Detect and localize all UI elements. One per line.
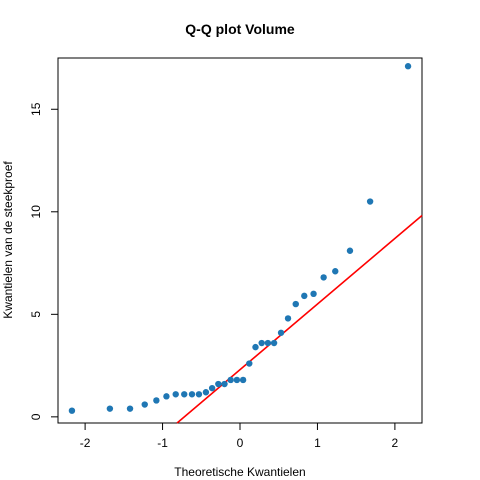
data-point [284, 315, 292, 322]
data-point [221, 380, 228, 388]
data-points [68, 63, 412, 414]
data-point [277, 329, 285, 336]
data-point [320, 274, 327, 281]
x-tick-label: 2 [392, 436, 399, 450]
x-tick-label: -1 [157, 436, 168, 450]
data-point [366, 198, 374, 205]
data-point [188, 391, 196, 398]
data-point [404, 63, 412, 70]
x-tick-label: -2 [80, 436, 91, 450]
chart-title: Q-Q plot Volume [185, 21, 295, 37]
data-point [126, 405, 134, 412]
data-point [68, 407, 76, 414]
data-point [141, 401, 148, 408]
data-point [239, 376, 247, 384]
data-point [227, 376, 234, 384]
x-axis-label: Theoretische Kwantielen [174, 465, 305, 479]
data-point [310, 290, 317, 298]
data-point [195, 391, 203, 398]
data-point [301, 292, 308, 300]
y-tick-label: 10 [29, 205, 43, 219]
data-point [181, 391, 188, 398]
data-point [332, 268, 339, 275]
data-point [202, 389, 210, 396]
x-tick-label: 0 [237, 436, 244, 450]
data-point [346, 247, 354, 254]
data-point [292, 300, 299, 308]
data-point [246, 360, 253, 367]
y-axis-label: Kwantielen van de steekproef [1, 161, 15, 319]
data-point [252, 343, 259, 351]
y-tick-label: 15 [29, 102, 43, 116]
y-tick-label: 0 [29, 413, 43, 420]
x-tick-label: 1 [314, 436, 321, 450]
reference-line [176, 214, 423, 424]
x-axis: -2 -1 0 1 2 [80, 423, 399, 450]
data-point [270, 339, 278, 347]
y-axis: 0 5 10 15 [29, 102, 58, 420]
data-point [215, 380, 222, 388]
plot-frame [57, 57, 423, 424]
data-point [208, 384, 216, 392]
data-point [264, 339, 272, 347]
data-point [106, 405, 114, 412]
y-tick-label: 5 [29, 311, 43, 318]
data-point [172, 391, 179, 398]
data-point [258, 339, 265, 347]
data-point [233, 376, 241, 384]
data-point [153, 397, 160, 404]
data-point [163, 393, 170, 400]
